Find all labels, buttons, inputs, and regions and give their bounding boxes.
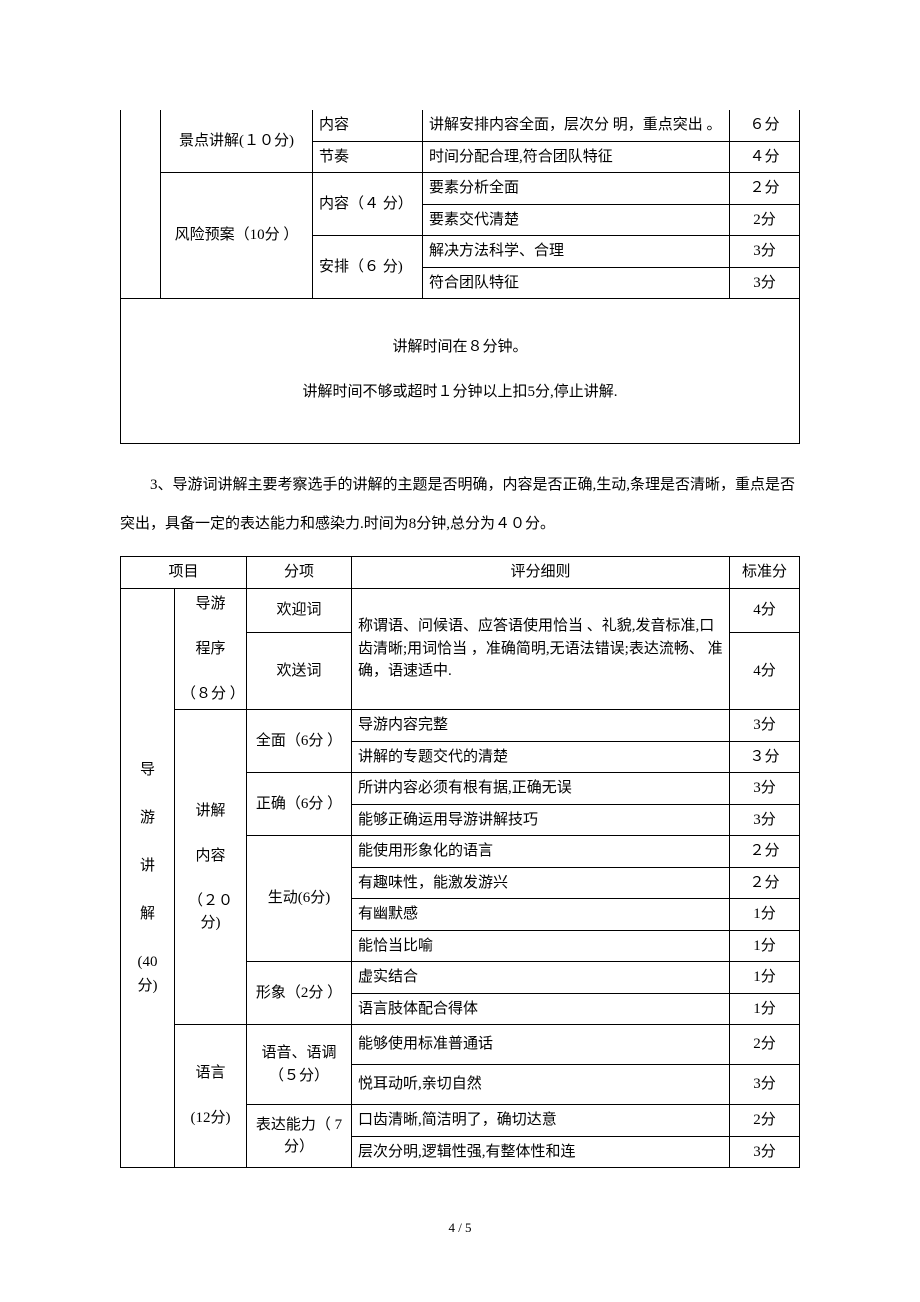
- t2-group: 导游 程序 （８分 ）: [175, 588, 247, 710]
- t1-category: 景点讲解(１０分): [161, 110, 313, 173]
- t2-score: 1分: [730, 930, 800, 962]
- t2-desc: 所讲内容必须有根有据,正确无误: [352, 773, 730, 805]
- t2-score: 3分: [730, 1136, 800, 1168]
- t2-score: 3分: [730, 1065, 800, 1105]
- t1-score: ４分: [730, 141, 800, 173]
- t2-score: 3分: [730, 773, 800, 805]
- t1-score: 3分: [730, 267, 800, 299]
- t1-score: 3分: [730, 236, 800, 268]
- t2-desc: 口齿清晰,简洁明了，确切达意: [352, 1105, 730, 1137]
- t2-subitem: 表达能力（ 7分）: [247, 1105, 352, 1168]
- t1-subitem: 安排（６ 分): [313, 236, 423, 299]
- t1-desc: 符合团队特征: [423, 267, 730, 299]
- t1-score: ２分: [730, 173, 800, 205]
- t2-subitem: 生动(6分): [247, 836, 352, 962]
- t2-score: 3分: [730, 710, 800, 742]
- t2-subitem: 语音、语调 （５分）: [247, 1025, 352, 1105]
- t2-subitem: 欢迎词: [247, 588, 352, 633]
- t2-desc: 能够正确运用导游讲解技巧: [352, 804, 730, 836]
- scoring-table-1: 景点讲解(１０分)内容讲解安排内容全面，层次分 明，重点突出 。６分节奏时间分配…: [120, 110, 800, 444]
- t1-subitem: 内容（４ 分）: [313, 173, 423, 236]
- t2-desc: 称谓语、问候语、应答语使用恰当 、礼貌,发音标准,口齿清晰;用词恰当 ，准确简明…: [352, 588, 730, 710]
- t2-subitem: 全面（6分 ）: [247, 710, 352, 773]
- t2-hdr-rule: 评分细则: [352, 557, 730, 589]
- t2-desc: 语言肢体配合得体: [352, 993, 730, 1025]
- t1-desc: 时间分配合理,符合团队特征: [423, 141, 730, 173]
- t2-desc: 能使用形象化的语言: [352, 836, 730, 868]
- t1-score: 2分: [730, 204, 800, 236]
- t1-subitem: 内容: [313, 110, 423, 141]
- t1-score: ６分: [730, 110, 800, 141]
- t2-score: 4分: [730, 588, 800, 633]
- t2-score: 1分: [730, 899, 800, 931]
- t2-col1: 导 游 讲 解 (40 分): [121, 588, 175, 1168]
- t2-score: 2分: [730, 1105, 800, 1137]
- t1-desc: 解决方法科学、合理: [423, 236, 730, 268]
- t2-subitem: 形象（2分 ）: [247, 962, 352, 1025]
- t1-desc: 要素分析全面: [423, 173, 730, 205]
- t2-desc: 讲解的专题交代的清楚: [352, 741, 730, 773]
- t1-category: 风险预案（10分 ）: [161, 173, 313, 299]
- t2-score: ３分: [730, 741, 800, 773]
- t1-desc: 讲解安排内容全面，层次分 明，重点突出 。: [423, 110, 730, 141]
- t2-score: 3分: [730, 804, 800, 836]
- t2-score: 1分: [730, 962, 800, 994]
- t2-hdr-sub: 分项: [247, 557, 352, 589]
- t1-time-note: 讲解时间在８分钟。讲解时间不够或超时１分钟以上扣5分,停止讲解.: [121, 299, 800, 444]
- t2-desc: 虚实结合: [352, 962, 730, 994]
- scoring-table-2: 项目分项评分细则标准分导 游 讲 解 (40 分)导游 程序 （８分 ）欢迎词称…: [120, 556, 800, 1168]
- t2-desc: 悦耳动听,亲切自然: [352, 1065, 730, 1105]
- t2-score: 2分: [730, 1025, 800, 1065]
- t2-group: 讲解 内容 （２０ 分): [175, 710, 247, 1025]
- page-footer: 4 / 5: [120, 1218, 800, 1238]
- t2-desc: 有趣味性，能激发游兴: [352, 867, 730, 899]
- t2-group: 语言 (12分): [175, 1025, 247, 1168]
- t2-desc: 能恰当比喻: [352, 930, 730, 962]
- t2-score: 1分: [730, 993, 800, 1025]
- t1-col0-blank: [121, 110, 161, 299]
- t2-hdr-project: 项目: [121, 557, 247, 589]
- t2-subitem: 正确（6分 ）: [247, 773, 352, 836]
- t2-desc: 层次分明,逻辑性强,有整体性和连: [352, 1136, 730, 1168]
- t2-desc: 有幽默感: [352, 899, 730, 931]
- t2-desc: 能够使用标准普通话: [352, 1025, 730, 1065]
- t1-desc: 要素交代清楚: [423, 204, 730, 236]
- t1-subitem: 节奏: [313, 141, 423, 173]
- section-3-intro: 3、导游词讲解主要考察选手的讲解的主题是否明确，内容是否正确,生动,条理是否清晰…: [120, 466, 800, 544]
- t2-hdr-score: 标准分: [730, 557, 800, 589]
- t2-score: 4分: [730, 633, 800, 710]
- t2-subitem: 欢送词: [247, 633, 352, 710]
- t2-score: ２分: [730, 867, 800, 899]
- t2-desc: 导游内容完整: [352, 710, 730, 742]
- t2-score: ２分: [730, 836, 800, 868]
